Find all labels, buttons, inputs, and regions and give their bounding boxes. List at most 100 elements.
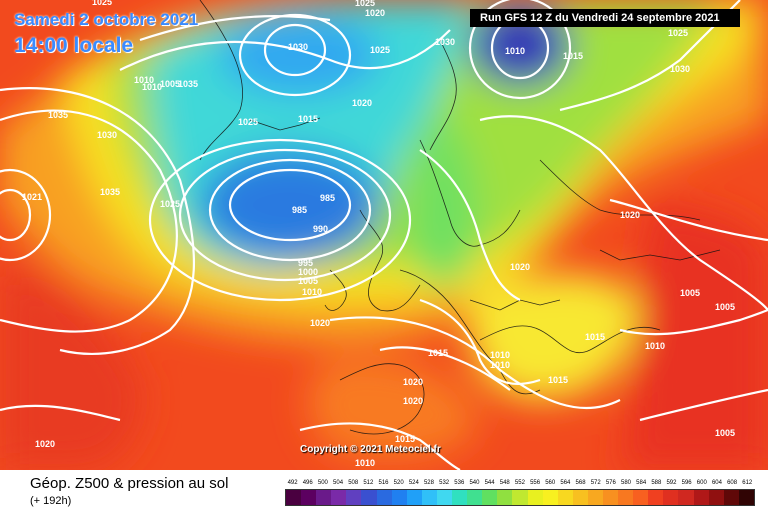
legend-swatch: [723, 490, 739, 505]
isobar-label: 1005: [298, 276, 318, 286]
legend-swatch: [678, 490, 694, 505]
legend-swatch: [331, 490, 347, 505]
legend-label: 548: [499, 480, 510, 486]
legend-swatch: [376, 490, 392, 505]
legend-label: 512: [363, 480, 374, 486]
forecast-date-title: Samedi 2 octobre 2021: [14, 10, 199, 29]
legend-swatch: [452, 490, 468, 505]
isobar-label: 1010: [142, 82, 162, 92]
legend-label: 608: [727, 480, 738, 486]
legend-label: 528: [423, 480, 434, 486]
isobar-label: 985: [292, 205, 307, 215]
isobar-label: 1015: [548, 375, 568, 385]
isobar-label: 1030: [97, 130, 117, 140]
legend-swatch: [301, 490, 317, 505]
legend-label: 540: [469, 480, 480, 486]
isobar-label: 1020: [620, 210, 640, 220]
isobar-label: 1035: [100, 187, 120, 197]
isobar-label: 1020: [403, 377, 423, 387]
isobar-label: 1020: [310, 318, 330, 328]
legend-swatch: [633, 490, 649, 505]
isobar-label: 1010: [490, 350, 510, 360]
isobar-label: 1030: [288, 42, 308, 52]
legend-swatch: [361, 490, 377, 505]
legend-swatch: [436, 490, 453, 505]
legend-label: 532: [439, 480, 450, 486]
isobar-label: 990: [313, 224, 328, 234]
legend-label: 580: [621, 480, 632, 486]
legend-label: 576: [605, 480, 616, 486]
legend-label: 492: [287, 480, 298, 486]
legend-swatch: [587, 490, 603, 505]
isobar-label: 1020: [35, 439, 55, 449]
legend-label: 536: [454, 480, 465, 486]
isobars: [0, 0, 768, 470]
legend-label: 524: [408, 480, 419, 486]
legend-color-bar: [285, 489, 755, 506]
legend-swatch: [467, 490, 483, 505]
legend-label: 568: [575, 480, 586, 486]
isobar-label: 1020: [365, 8, 385, 18]
isobar-label: 1025: [355, 0, 375, 8]
isobar-label: 1010: [134, 75, 154, 85]
legend-swatch: [708, 490, 724, 505]
legend-label: 588: [651, 480, 662, 486]
legend-label: 552: [514, 480, 525, 486]
isobar-label: 1015: [298, 114, 318, 124]
color-legend: 492 496 500 504 508 512 516 520 524 528 532 536 540 5…: [285, 478, 755, 508]
isobar-label: 1010: [505, 46, 525, 56]
legend-swatch: [572, 490, 588, 505]
isobar-label: 1010: [490, 360, 510, 370]
legend-label: 572: [590, 480, 601, 486]
isobar-label: 1015: [563, 51, 583, 61]
legend-swatch: [316, 490, 332, 505]
isobar-label: 1035: [178, 79, 198, 89]
isobar-label: 985: [320, 193, 335, 203]
legend-label: 504: [333, 480, 344, 486]
isobar-label: 1015: [428, 348, 448, 358]
legend-swatch: [527, 490, 543, 505]
isobar-label: 1010: [302, 287, 322, 297]
legend-swatch: [542, 490, 558, 505]
legend-label: 516: [378, 480, 389, 486]
isobar-label: 1021: [22, 192, 42, 202]
isobar-label: 1015: [585, 332, 605, 342]
isobar-label: 1030: [670, 64, 690, 74]
isobar-label: 1020: [510, 262, 530, 272]
legend-swatch: [391, 490, 407, 505]
legend-swatch: [512, 490, 528, 505]
legend-label: 592: [666, 480, 677, 486]
legend-swatch: [497, 490, 513, 505]
legend-label: 612: [742, 480, 753, 486]
run-info-box: Run GFS 12 Z du Vendredi 24 septembre 20…: [470, 9, 740, 27]
legend-label: 508: [348, 480, 359, 486]
isobar-label: 1020: [352, 98, 372, 108]
legend-swatch: [648, 490, 664, 505]
isobar-label: 1020: [403, 396, 423, 406]
legend-swatch: [557, 490, 573, 505]
legend-label: 500: [317, 480, 328, 486]
legend-swatch: [738, 490, 754, 505]
footer-subtitle: (+ 192h): [30, 495, 72, 507]
legend-label: 564: [560, 480, 571, 486]
isobar-label: 1025: [238, 117, 258, 127]
isobar-label: 1025: [668, 28, 688, 38]
legend-swatch: [286, 490, 302, 505]
legend-label: 496: [302, 480, 313, 486]
isobar-label: 1015: [395, 434, 415, 444]
legend-swatch: [693, 490, 709, 505]
legend-swatch: [663, 490, 679, 505]
legend-swatch: [346, 490, 362, 505]
footer-title: Géop. Z500 & pression au sol: [30, 475, 229, 492]
legend-label: 600: [696, 480, 707, 486]
isobar-label: 1025: [160, 199, 180, 209]
legend-swatch: [482, 490, 498, 505]
legend-label: 560: [545, 480, 556, 486]
legend-label: 520: [393, 480, 404, 486]
isobar-label: 1005: [160, 79, 180, 89]
legend-swatch: [602, 490, 619, 505]
copyright-text: Copyright © 2021 Meteociel.fr: [300, 444, 441, 455]
isobar-label: 1005: [715, 428, 735, 438]
legend-swatch: [618, 490, 634, 505]
